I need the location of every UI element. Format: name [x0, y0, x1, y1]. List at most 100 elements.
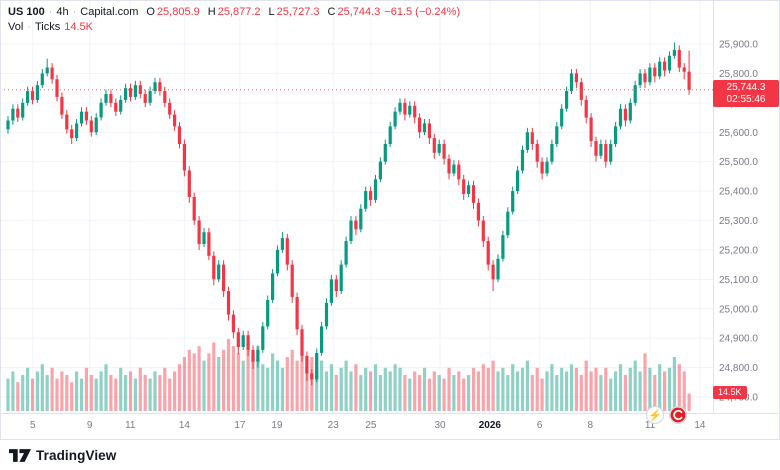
volume-bar: [667, 367, 672, 411]
candle-body: [217, 264, 221, 280]
boost-button[interactable]: ⚡: [646, 406, 664, 424]
volume-bar: [653, 375, 657, 411]
price-axis[interactable]: [713, 0, 780, 413]
candle-body: [398, 102, 402, 112]
candle-body: [280, 238, 284, 250]
volume-bar: [437, 375, 441, 411]
candle-body: [45, 67, 49, 74]
candle-body: [246, 335, 250, 350]
price-tick-label: 25,000.0: [719, 304, 758, 315]
volume-bar: [231, 346, 235, 411]
price-tick-label: 25,600.0: [719, 128, 758, 139]
candle-body: [226, 291, 231, 315]
time-tick-label: 8: [587, 420, 593, 431]
volume-bar: [182, 357, 186, 411]
volume-bar: [65, 375, 69, 411]
volume-bar: [94, 378, 98, 411]
volume-bar: [168, 378, 172, 411]
tradingview-attribution-link[interactable]: TradingView: [9, 448, 116, 463]
volume-bar: [344, 360, 348, 411]
volume-bar: [393, 364, 397, 411]
volume-bar: [369, 371, 373, 411]
volume-bar: [241, 360, 245, 411]
candle-body: [65, 114, 69, 130]
change-value: −61.5 (−0.24%): [384, 6, 461, 18]
lightning-icon: ⚡: [648, 409, 662, 422]
interval-label[interactable]: 4h: [56, 6, 69, 18]
time-tick-label: 19: [271, 420, 283, 431]
candle-body: [457, 164, 461, 180]
candle-body: [373, 179, 378, 200]
time-tick-label: 6: [537, 420, 543, 431]
volume-bar: [520, 367, 525, 411]
price-tick-label: 24,900.0: [719, 334, 758, 345]
volume-bar: [383, 367, 387, 411]
candle-body: [506, 211, 510, 236]
volume-bar: [569, 364, 574, 411]
grid-layer: [0, 0, 713, 413]
volume-bar: [261, 364, 265, 411]
volume-bar: [11, 371, 15, 411]
volume-bar: [104, 364, 108, 411]
candle-body: [241, 335, 245, 347]
provider-label[interactable]: Capital.com: [80, 6, 139, 18]
volume-bar: [128, 371, 133, 411]
candle-body: [574, 73, 578, 83]
candle-body: [177, 126, 182, 145]
candle-body: [560, 108, 564, 127]
volume-bar: [35, 371, 39, 411]
volume-bar: [599, 375, 603, 411]
candle-body: [408, 105, 412, 115]
volume-bar: [373, 364, 378, 411]
candle-body: [153, 82, 157, 92]
candle-body: [481, 220, 485, 242]
volume-bar: [418, 375, 422, 411]
broker-logo-button[interactable]: [669, 406, 687, 424]
volume-bar: [6, 378, 10, 411]
candle-body: [569, 73, 574, 92]
candle-body: [305, 355, 309, 374]
volume-bar: [84, 367, 88, 411]
volume-bar: [197, 346, 201, 411]
symbol-name[interactable]: US 100: [8, 6, 45, 18]
candle-body: [256, 349, 260, 362]
volume-bar: [643, 353, 647, 411]
volume-bar: [290, 349, 294, 411]
candle-body: [496, 258, 500, 280]
candle-body: [378, 161, 382, 180]
volume-bar: [285, 357, 289, 411]
volume-bar: [447, 367, 451, 411]
candle-body: [50, 67, 54, 80]
volume-bar: [256, 346, 260, 411]
candle-body: [310, 373, 314, 380]
candle-body: [275, 249, 280, 274]
volume-label: Vol: [8, 21, 24, 33]
candle-body: [663, 61, 667, 71]
candle-body: [354, 220, 358, 230]
volume-bar: [359, 375, 363, 411]
candle-body: [329, 279, 333, 303]
ohlc-open: O 25,805.9: [146, 6, 200, 18]
volume-legend-row[interactable]: Vol · Ticks 14.5K: [8, 20, 460, 35]
volume-bar: [251, 357, 255, 411]
volume-bar: [609, 378, 613, 411]
volume-bar: [516, 371, 520, 411]
candle-body: [84, 111, 88, 121]
volume-bar: [687, 393, 691, 411]
volume-bar: [511, 364, 515, 411]
capitalcom-logo-icon: [670, 407, 686, 423]
volume-bar: [89, 375, 93, 411]
candle-body: [197, 220, 201, 245]
price-tick-label: 25,800.0: [719, 69, 758, 80]
symbol-legend-row[interactable]: US 100 · 4h · Capital.com O 25,805.9 H 2…: [8, 5, 460, 20]
volume-bar: [217, 357, 221, 411]
candle-body: [653, 67, 657, 77]
volume-bar: [560, 367, 564, 411]
volume-bar: [354, 364, 358, 411]
volume-bar: [114, 378, 118, 411]
time-tick-label: 30: [434, 420, 446, 431]
volume-bar: [55, 378, 59, 411]
last-price-tag[interactable]: 25,744.3 02:55:46: [713, 80, 779, 107]
